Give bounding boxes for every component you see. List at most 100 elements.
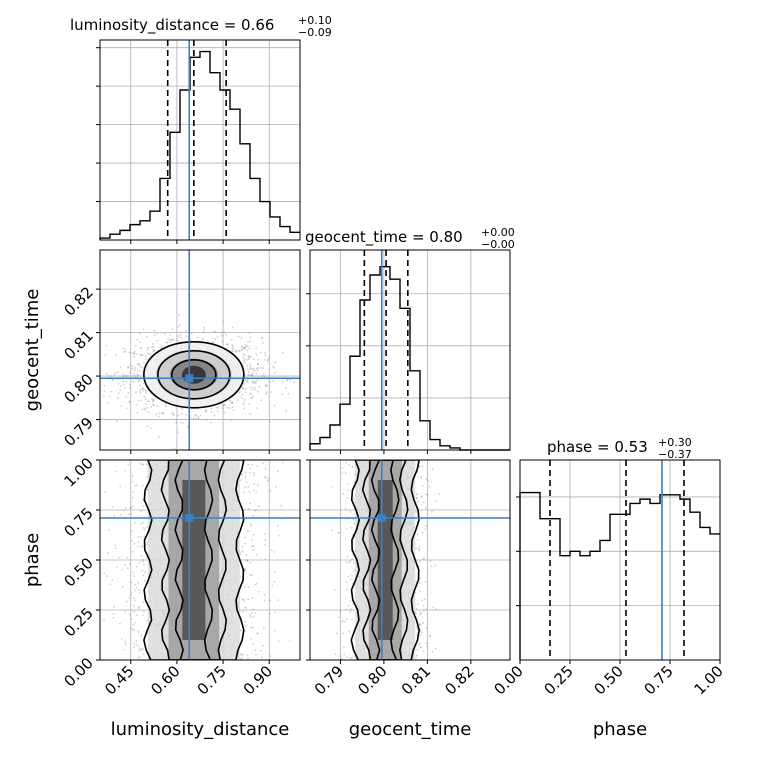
sample-point <box>305 563 307 565</box>
sample-point <box>432 606 434 609</box>
sample-point <box>263 599 266 602</box>
sample-point <box>425 524 428 527</box>
sample-point <box>250 373 253 376</box>
sample-point <box>205 409 207 411</box>
histogram-bin <box>200 52 210 240</box>
sample-point <box>110 390 113 393</box>
sample-point <box>244 486 247 489</box>
sample-point <box>349 600 351 602</box>
sample-point <box>351 574 353 577</box>
sample-point <box>259 351 262 354</box>
sample-point <box>252 370 255 373</box>
x-tick-label: 1.00 <box>690 662 726 698</box>
sample-point <box>164 403 167 406</box>
sample-point <box>263 533 266 535</box>
sample-point <box>221 334 224 337</box>
sample-point <box>239 395 241 398</box>
sample-point <box>169 339 172 341</box>
histogram-bin <box>400 308 410 450</box>
sample-point <box>203 329 206 331</box>
sample-point <box>66 371 68 373</box>
sample-point <box>241 550 244 552</box>
sample-point <box>351 603 354 606</box>
sample-point <box>145 392 148 395</box>
sample-point <box>251 379 254 382</box>
sample-point <box>264 467 267 470</box>
sample-point <box>142 527 145 529</box>
sample-point <box>251 397 254 399</box>
sample-point <box>425 642 428 644</box>
sample-point <box>122 380 125 383</box>
sample-point <box>132 604 135 607</box>
sample-point <box>341 658 344 660</box>
sample-point <box>349 578 352 580</box>
sample-point <box>418 545 421 548</box>
sample-point <box>152 399 155 402</box>
sample-point <box>243 348 246 350</box>
sample-point <box>284 387 287 389</box>
sample-point <box>258 505 260 507</box>
sample-point <box>140 510 143 513</box>
sample-point <box>247 657 250 660</box>
sample-point <box>242 403 245 406</box>
sample-point <box>236 349 238 352</box>
sample-point <box>141 353 143 356</box>
sample-point <box>415 607 418 610</box>
title-main: phase = 0.53 <box>547 438 648 456</box>
sample-point <box>137 541 140 544</box>
sample-point <box>141 484 144 487</box>
sample-point <box>242 346 245 349</box>
sample-point <box>251 395 254 398</box>
sample-point <box>420 476 422 479</box>
sample-point <box>257 484 259 487</box>
sample-point <box>109 583 112 586</box>
contour-line <box>143 340 245 409</box>
sample-point <box>274 361 277 364</box>
sample-point <box>252 489 255 492</box>
sample-point <box>140 536 142 538</box>
sample-point <box>135 643 138 646</box>
sample-point <box>419 624 422 627</box>
sample-point <box>201 338 204 341</box>
sample-point <box>114 470 117 473</box>
sample-point <box>244 606 247 609</box>
histogram-bin <box>610 514 620 660</box>
sample-point <box>137 374 140 377</box>
sample-point <box>260 366 262 369</box>
sample-point <box>424 581 427 583</box>
x-tick-label: 0.50 <box>590 662 626 698</box>
sample-point <box>430 565 433 568</box>
panels: 0.00 0.25 0.50 0.75 1.000.790.800.810.820.45… <box>60 39 727 698</box>
sample-point <box>184 413 187 416</box>
sample-point <box>199 414 202 417</box>
sample-point <box>419 577 422 579</box>
sample-point <box>260 399 263 402</box>
sample-point <box>249 574 252 576</box>
sample-point <box>243 398 246 401</box>
sample-point <box>153 404 156 407</box>
sample-point <box>253 369 256 372</box>
sample-point <box>226 406 229 409</box>
sample-point <box>245 558 248 561</box>
sample-point <box>252 386 254 389</box>
sample-point <box>286 379 288 382</box>
sample-point <box>251 381 254 384</box>
sample-point <box>125 396 128 398</box>
sample-point <box>142 521 145 524</box>
sample-point <box>119 384 122 387</box>
sample-point <box>242 347 245 349</box>
sample-point <box>134 589 137 592</box>
histogram-bin <box>640 499 650 660</box>
y-tick-label: 0.00 <box>60 654 96 690</box>
sample-point <box>173 447 176 450</box>
sample-point <box>124 643 127 645</box>
sample-point <box>342 493 345 495</box>
sample-point <box>127 366 129 369</box>
sample-point <box>147 400 150 403</box>
sample-point <box>241 545 244 548</box>
sample-point <box>416 538 419 541</box>
sample-point <box>435 499 438 502</box>
histogram-bin <box>390 279 400 450</box>
sample-point <box>262 462 265 465</box>
sample-point <box>231 401 234 404</box>
